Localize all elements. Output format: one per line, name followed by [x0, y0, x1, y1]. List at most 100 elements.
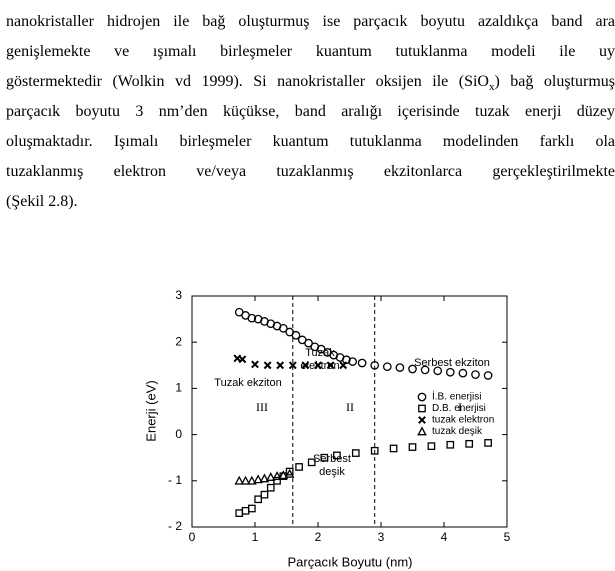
point: [253, 474, 263, 484]
subscript: x: [488, 81, 495, 94]
text-span: parçacık boyutu 3 nm’den küçükse, band a…: [6, 103, 615, 120]
text-line: (Şekil 2.8).: [6, 187, 615, 217]
legend-label: İ.B. enerjisi: [432, 390, 481, 403]
x-axis-label: Parçacık Boyutu (nm): [288, 554, 413, 569]
point: [420, 365, 430, 375]
point: [304, 338, 313, 348]
point: [235, 509, 244, 517]
point: [279, 323, 288, 333]
text-span: tuzaklanmış elektron ve/veya tuzaklanmış…: [6, 163, 615, 180]
point: [370, 446, 379, 455]
point: [234, 475, 245, 485]
point: [288, 361, 297, 370]
text-span: oluşmaktadır. Işımalı birleşmeler kuantu…: [6, 133, 615, 150]
annotation: Tuzak ekziton: [214, 377, 281, 389]
point: [248, 504, 256, 513]
point: [247, 313, 257, 323]
point: [260, 490, 269, 499]
point: [370, 360, 380, 370]
point: [247, 475, 257, 485]
annotation: deşik: [319, 466, 345, 478]
point: [348, 357, 357, 366]
annotation: III: [256, 400, 268, 414]
point: [265, 472, 276, 481]
y-tick-label: 1: [175, 381, 182, 395]
plot-frame: [191, 295, 508, 528]
point: [326, 361, 335, 370]
point: [433, 366, 443, 376]
annotation: Serbest ekziton: [414, 357, 490, 369]
point: [314, 361, 322, 370]
text-line: parçacık boyutu 3 nm’den küçükse, band a…: [6, 97, 615, 127]
point: [395, 363, 405, 372]
paragraph: nanokristaller hidrojen ile bağ oluşturm…: [6, 7, 615, 217]
text-span: nanokristaller hidrojen ile bağ oluşturm…: [6, 13, 615, 30]
point: [238, 355, 247, 364]
point: [240, 475, 251, 485]
annotation: I: [458, 400, 462, 414]
point: [445, 367, 455, 377]
legend-label: tuzak elektron: [432, 415, 494, 426]
text-span: (Şekil 2.8).: [6, 193, 78, 210]
legend-marker: [418, 416, 426, 424]
x-tick-label: 0: [189, 530, 196, 544]
text-line: oluşmaktadır. Işımalı birleşmeler kuantu…: [6, 127, 615, 157]
point: [263, 361, 272, 370]
point: [351, 449, 360, 457]
point: [295, 463, 303, 471]
x-tick-label: 5: [504, 530, 511, 544]
annotation: II: [346, 400, 354, 414]
text-line: tuzaklanmış elektron ve/veya tuzaklanmış…: [6, 157, 615, 187]
point: [254, 495, 262, 504]
point: [307, 458, 316, 467]
point: [389, 444, 398, 453]
legend-marker: [417, 392, 427, 402]
point: [301, 361, 310, 370]
text-span: ) bağ oluşturmuş: [494, 73, 615, 90]
x-tick-label: 1: [252, 530, 259, 544]
chart: Enerji (eV) Parçacık Boyutu (nm) 0 1 2 3 4 5 -…: [143, 288, 511, 569]
point: [333, 451, 341, 460]
point: [446, 440, 455, 449]
point: [284, 468, 295, 478]
point: [278, 470, 289, 480]
point: [484, 439, 492, 447]
point: [339, 361, 348, 370]
y-axis-label: Enerji (eV): [143, 380, 158, 441]
point: [427, 442, 436, 450]
text-span: genişlemekte ve ışımalı birleşmeler kuan…: [6, 43, 615, 60]
y-tick-label: 0: [175, 427, 182, 441]
text-span: göstermektedir (Wolkin vd 1999). Si nano…: [6, 73, 489, 90]
point: [266, 483, 275, 492]
point: [276, 361, 285, 370]
point: [458, 368, 468, 378]
x-tick-label: 2: [315, 530, 322, 544]
legend-label: tuzak deşik: [432, 426, 483, 437]
text-line: göstermektedir (Wolkin vd 1999). Si nano…: [6, 67, 615, 97]
point: [357, 358, 367, 368]
point: [285, 467, 294, 476]
y-tick-label: 2: [175, 334, 182, 348]
legend-label: D.B. enerjisi: [432, 403, 486, 414]
text-line: nanokristaller hidrojen ile bağ oluşturm…: [6, 7, 615, 37]
x-tick-label: 3: [378, 530, 385, 544]
point: [465, 439, 474, 448]
annotation: Serbest: [313, 453, 351, 465]
point: [408, 364, 417, 374]
y-tick-label: - 1: [168, 473, 182, 487]
point: [320, 453, 329, 462]
point: [272, 471, 282, 481]
legend-marker: [418, 404, 426, 413]
y-tick-label: - 2: [168, 519, 182, 533]
point: [259, 473, 270, 483]
text-line: genişlemekte ve ışımalı birleşmeler kuan…: [6, 37, 615, 67]
point: [471, 370, 480, 379]
point: [408, 443, 417, 451]
x-tick-label: 4: [441, 530, 448, 544]
point: [483, 371, 493, 380]
point: [382, 362, 392, 372]
point: [291, 330, 301, 340]
legend-marker: [417, 426, 427, 436]
y-tick-label: 3: [175, 288, 182, 302]
